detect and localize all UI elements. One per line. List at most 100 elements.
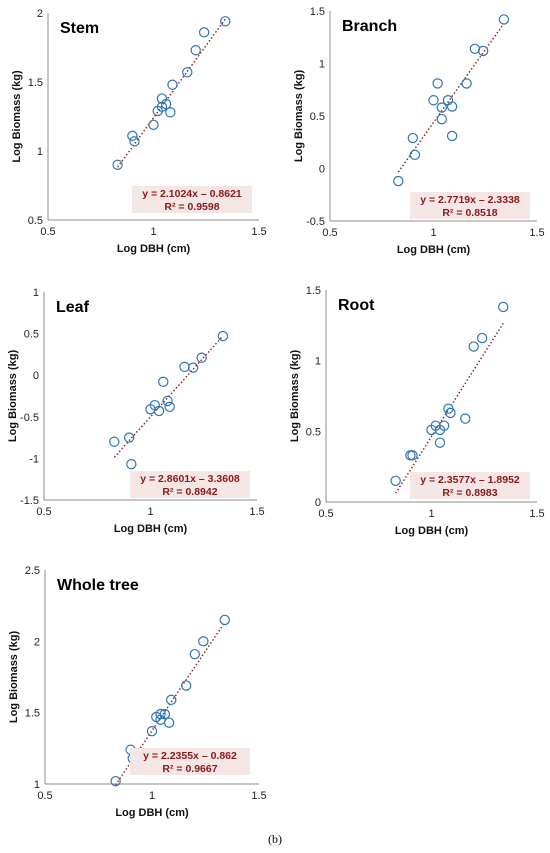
regression-equation: y = 2.1024x – 0.8621: [142, 188, 242, 200]
data-point: [189, 648, 200, 660]
data-point: [165, 107, 176, 118]
data-point: [158, 376, 169, 388]
data-point: [127, 130, 138, 142]
regression-equation: y = 2.3577x – 1.8952: [420, 474, 520, 486]
data-point: [436, 102, 447, 113]
data-point: [436, 113, 447, 125]
data-point: [146, 726, 158, 737]
data-point: [432, 78, 443, 89]
r-squared-value: R² = 0.8518: [442, 207, 497, 219]
data-point: [190, 45, 201, 56]
data-point: [438, 420, 450, 431]
data-point: [445, 407, 456, 419]
y-tick-label: -0.5: [20, 412, 39, 424]
data-point: [434, 437, 446, 448]
data-point: [162, 395, 173, 407]
x-tick-label: 1.5: [251, 226, 266, 238]
y-tick-label: -1.5: [20, 495, 39, 507]
regression-equation: y = 2.2355x – 0.862: [143, 750, 237, 762]
y-tick-label: 1.5: [306, 285, 321, 297]
equation-label-bg: [130, 471, 250, 498]
trendline: [115, 621, 226, 786]
data-point: [164, 401, 175, 413]
data-point: [468, 341, 479, 352]
x-axis-title: Log DBH (cm): [115, 807, 189, 819]
data-point: [498, 14, 510, 25]
y-tick-label: 0: [33, 370, 39, 382]
panel-title: Whole tree: [57, 577, 139, 594]
y-tick-label: 0.5: [24, 329, 39, 341]
y-tick-label: 0.5: [310, 111, 325, 123]
equation-label-bg: [132, 186, 252, 213]
x-tick-label: 1: [150, 226, 156, 238]
figure-caption: (b): [268, 832, 282, 846]
data-point: [126, 459, 137, 470]
equation-label-bg: [130, 748, 250, 775]
data-point: [182, 67, 193, 78]
data-point: [196, 352, 207, 363]
data-point: [159, 708, 171, 720]
y-tick-label: 1: [37, 146, 43, 158]
y-tick-label: 0.5: [306, 426, 321, 438]
r-squared-value: R² = 0.9598: [164, 201, 219, 213]
panel-title: Root: [338, 297, 375, 314]
data-point: [220, 16, 231, 27]
x-tick-label: 1: [428, 508, 434, 520]
chart-panel-0: 0.5 1 1.5 0.5 1 1.5 2 Log DBH (cm) Log Biomass (…: [11, 8, 267, 255]
y-tick-label: 2: [34, 636, 40, 648]
y-axis-title: Log Biomass (kg): [289, 350, 301, 443]
r-squared-value: R² = 0.8983: [442, 487, 497, 499]
y-tick-label: 1.5: [28, 77, 43, 89]
data-point: [179, 361, 190, 373]
y-tick-label: 1: [315, 356, 321, 368]
y-tick-label: 0: [315, 497, 321, 509]
data-point: [155, 708, 166, 720]
y-tick-label: -1: [29, 453, 39, 465]
data-point: [160, 98, 172, 110]
data-point: [109, 436, 120, 447]
data-point: [409, 149, 421, 161]
regression-equation: y = 2.8601x – 3.3608: [140, 473, 240, 485]
data-point: [460, 413, 471, 424]
x-tick-label: 0.5: [322, 227, 337, 239]
trendline: [397, 23, 505, 173]
equation-label-bg: [410, 192, 530, 219]
y-tick-label: 1.5: [25, 708, 40, 720]
data-point: [390, 475, 401, 486]
y-axis-title: Log Biomass (kg): [293, 70, 305, 163]
data-point: [112, 159, 123, 170]
x-axis-title: Log DBH (cm): [395, 525, 469, 537]
y-tick-label: 0.5: [28, 215, 43, 227]
data-point: [181, 680, 192, 691]
y-axis-title: Log Biomass (kg): [7, 350, 19, 443]
x-axis-title: Log DBH (cm): [117, 243, 191, 255]
x-tick-label: 1: [430, 227, 436, 239]
x-tick-label: 0.5: [36, 506, 51, 518]
data-point: [153, 405, 165, 417]
data-point: [166, 694, 177, 706]
data-point: [129, 136, 140, 147]
y-tick-label: 1: [34, 779, 40, 791]
data-point: [163, 717, 175, 728]
data-point: [476, 332, 488, 344]
x-tick-label: 0.5: [318, 508, 333, 520]
y-axis-title: Log Biomass (kg): [8, 631, 20, 724]
y-axis-title: Log Biomass (kg): [11, 70, 23, 163]
x-tick-label: 1: [147, 506, 153, 518]
data-point: [198, 27, 210, 38]
data-point: [461, 78, 472, 89]
data-point: [198, 636, 209, 647]
data-point: [446, 130, 458, 142]
y-tick-label: -0.5: [306, 216, 325, 228]
chart-panel-1: 0.5 1 1.5 -0.5 0 0.5 1 1.5 Log DBH (cm) Log Bioma…: [293, 6, 545, 256]
data-point: [219, 614, 230, 626]
x-tick-label: 1.5: [529, 508, 544, 520]
data-point: [148, 119, 159, 130]
data-point: [428, 95, 439, 106]
data-point: [498, 301, 509, 313]
data-point: [407, 132, 418, 144]
equation-label-bg: [410, 472, 530, 499]
